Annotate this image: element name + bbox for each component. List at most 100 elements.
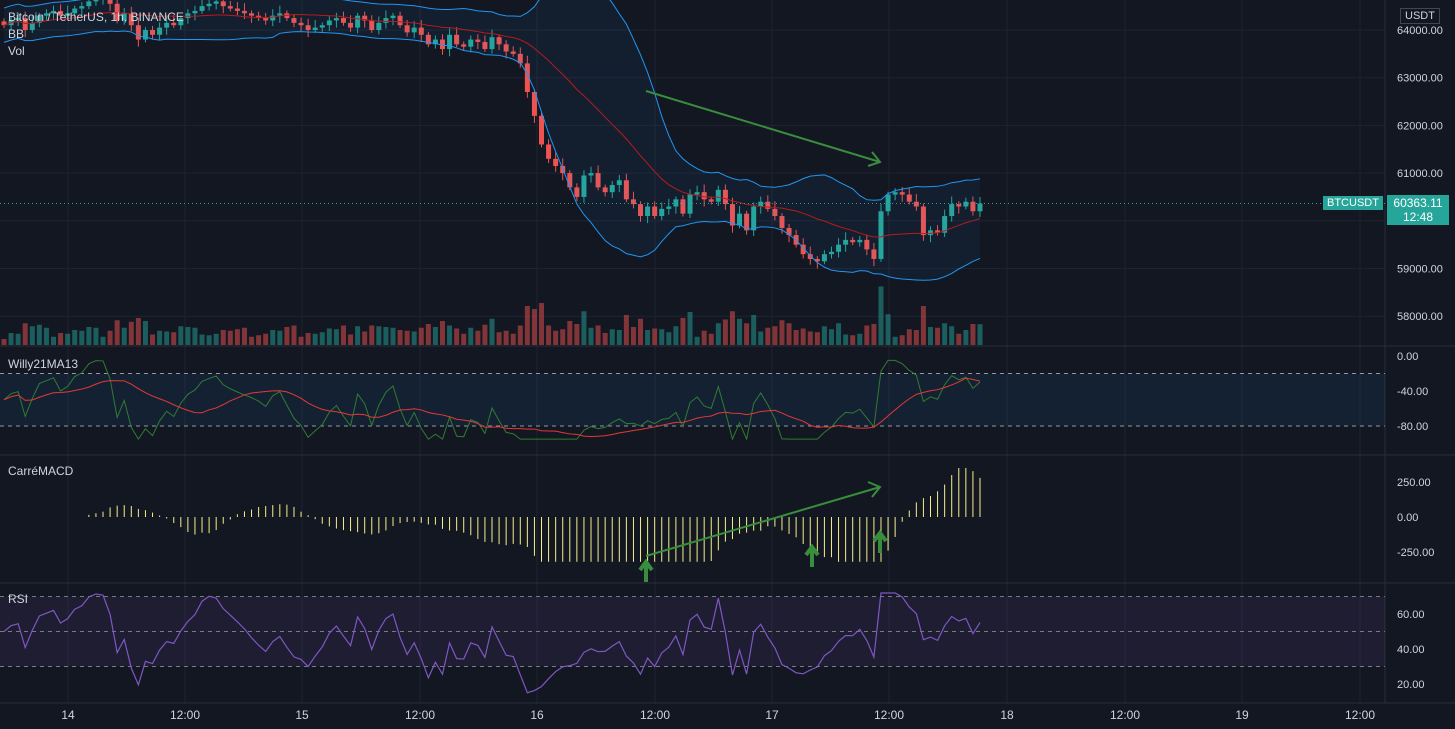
- time-tick-label: 14: [61, 708, 75, 722]
- volume-bar: [418, 327, 424, 345]
- candle-body: [312, 27, 318, 30]
- macd-pane-title[interactable]: CarréMACD: [8, 464, 74, 478]
- candle-body: [291, 18, 297, 23]
- candle-body: [348, 22, 354, 28]
- bb-upper-line: [3, 0, 981, 201]
- candle-body: [935, 230, 941, 233]
- time-tick-label: 12:00: [405, 708, 435, 722]
- candle-body: [432, 39, 438, 45]
- volume-bar: [708, 333, 714, 345]
- candle-body: [729, 204, 735, 226]
- volume-bar: [623, 315, 629, 345]
- rsi-pane-title[interactable]: RSI: [8, 592, 29, 606]
- time-tick-label: 18: [1000, 708, 1014, 722]
- volume-bar: [496, 332, 502, 345]
- price-tick-label: 61000.00: [1397, 168, 1443, 180]
- candle-body: [857, 239, 863, 243]
- volume-bar: [503, 330, 509, 345]
- currency-unit-badge[interactable]: USDT: [1400, 8, 1440, 24]
- price-tick-label: 64000.00: [1397, 25, 1443, 37]
- volume-bar: [786, 323, 792, 345]
- candle-body: [673, 199, 679, 207]
- bb-fill: [4, 0, 980, 281]
- volume-bar: [121, 327, 127, 345]
- volume-bar: [821, 326, 827, 345]
- volume-bar: [729, 311, 735, 345]
- volume-bar: [744, 323, 750, 345]
- bb-lower-line: [3, 30, 981, 281]
- candle-body: [899, 192, 905, 195]
- volume-bar: [362, 331, 368, 345]
- willy-pane-title[interactable]: Willy21MA13: [8, 357, 79, 371]
- volume-bar: [376, 326, 382, 345]
- volume-bar: [234, 329, 240, 345]
- candle-body: [114, 3, 120, 21]
- volume-bar: [178, 326, 184, 345]
- volume-bar: [355, 326, 361, 345]
- volume-bar: [468, 327, 474, 345]
- candle-body: [171, 22, 177, 26]
- candle-body: [58, 10, 64, 16]
- candle-body: [814, 258, 820, 262]
- volume-bar: [920, 306, 926, 345]
- candle-body: [524, 63, 530, 93]
- candle-body: [744, 213, 750, 231]
- trend-arrow-macd: [645, 486, 881, 557]
- volume-bar: [864, 325, 870, 345]
- candle-body: [489, 37, 495, 50]
- candle-body: [906, 194, 912, 202]
- candle-body: [949, 204, 955, 217]
- candle-body: [164, 22, 170, 28]
- trend-arrow-head: [867, 151, 882, 167]
- volume-bar: [737, 318, 743, 345]
- candle-body: [277, 13, 283, 16]
- rsi-tick-label: 20.00: [1397, 679, 1425, 691]
- candle-body: [1, 21, 7, 26]
- volume-bar: [206, 335, 212, 345]
- candle-body: [206, 3, 212, 7]
- candle-body: [496, 37, 502, 45]
- volume-bar: [249, 336, 255, 345]
- time-tick-label: 19: [1235, 708, 1249, 722]
- volume-bar: [439, 321, 445, 345]
- volume-bar: [942, 323, 948, 345]
- volume-bar: [390, 327, 396, 345]
- bb-indicator-label[interactable]: BB: [8, 27, 25, 41]
- candle-body: [213, 1, 219, 4]
- volume-bar: [680, 318, 686, 345]
- time-tick-label: 12:00: [874, 708, 904, 722]
- volume-bar: [157, 330, 163, 345]
- volume-bar: [935, 327, 941, 345]
- volume-bar: [298, 336, 304, 345]
- volume-bar: [659, 329, 665, 345]
- volume-bar: [878, 286, 884, 345]
- candle-body: [602, 187, 608, 193]
- vol-indicator-label[interactable]: Vol: [8, 44, 25, 58]
- volume-bar: [765, 327, 771, 345]
- candle-body: [355, 15, 361, 28]
- candle-body: [517, 53, 523, 64]
- candle-body: [220, 1, 226, 7]
- volume-bar: [107, 330, 113, 345]
- volume-bar: [546, 325, 552, 345]
- candle-body: [821, 254, 827, 262]
- candle-body: [178, 18, 184, 26]
- volume-bar: [312, 333, 318, 345]
- volume-bar: [383, 327, 389, 345]
- candle-body: [418, 27, 424, 35]
- volume-bar: [461, 333, 467, 345]
- candle-body: [376, 22, 382, 30]
- candle-body: [546, 144, 552, 159]
- price-tick-label: 62000.00: [1397, 120, 1443, 132]
- candle-body: [199, 6, 205, 11]
- volume-bar: [192, 327, 198, 345]
- volume-bar: [963, 330, 969, 345]
- volume-bar: [793, 330, 799, 345]
- volume-bar: [270, 330, 276, 345]
- volume-bar: [913, 330, 919, 345]
- time-tick-label: 12:00: [1110, 708, 1140, 722]
- candle-body: [595, 173, 601, 188]
- time-tick-label: 12:00: [640, 708, 670, 722]
- volume-bar: [772, 326, 778, 345]
